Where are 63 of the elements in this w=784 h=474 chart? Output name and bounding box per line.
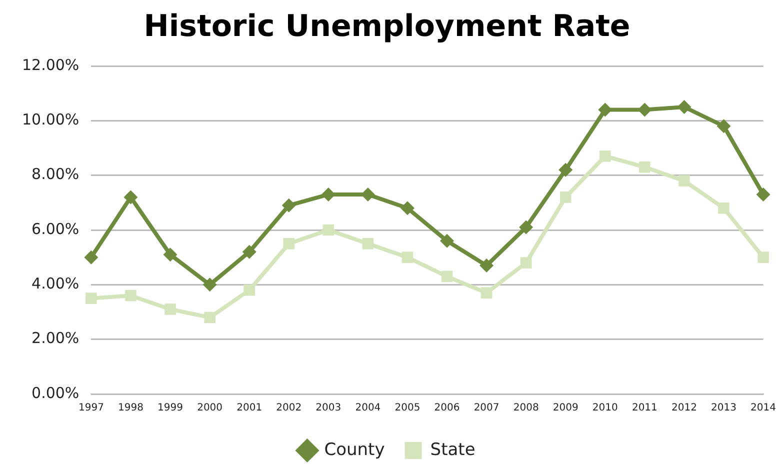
x-tick-label: 2008: [513, 402, 539, 414]
x-tick-label: 1997: [78, 402, 104, 414]
point: [84, 250, 98, 264]
y-tick-label: 8.00%: [32, 165, 80, 184]
legend-label: County: [324, 440, 385, 460]
point: [598, 102, 612, 117]
x-tick-label: 2004: [355, 402, 381, 414]
point: [321, 187, 336, 202]
x-tick-label: 2010: [592, 402, 618, 414]
point: [163, 248, 178, 262]
point: [202, 278, 217, 292]
point: [204, 312, 216, 324]
chart-title: Historic Unemployment Rate: [144, 8, 630, 44]
point: [440, 234, 454, 248]
point: [282, 198, 296, 212]
x-tick-label: 2014: [750, 402, 776, 414]
point: [677, 100, 692, 114]
point: [480, 258, 494, 273]
point: [558, 162, 573, 177]
x-tick-label: 2001: [236, 402, 262, 414]
x-tick-label: 2009: [552, 402, 578, 414]
x-tick-label: 2013: [711, 402, 736, 414]
point: [599, 150, 611, 162]
x-tick-label: 1998: [118, 402, 144, 414]
point: [242, 244, 256, 259]
point: [638, 102, 652, 117]
x-tick-label: 2006: [434, 402, 460, 414]
x-tick-label: 2000: [197, 402, 223, 414]
point: [400, 201, 414, 216]
point: [441, 270, 453, 282]
x-tick-label: 2003: [316, 402, 342, 414]
point: [480, 287, 492, 299]
point: [718, 202, 730, 214]
point: [560, 192, 572, 203]
point: [124, 190, 138, 204]
x-tick-label: 2007: [474, 402, 500, 414]
point: [362, 238, 374, 250]
point: [756, 187, 770, 202]
point: [678, 175, 690, 186]
y-tick-label: 2.00%: [32, 329, 80, 348]
point: [520, 257, 532, 268]
point: [716, 119, 731, 134]
point: [639, 161, 650, 173]
x-tick-label: 1999: [158, 402, 183, 414]
y-tick-label: 4.00%: [32, 274, 80, 293]
legend-label: State: [430, 440, 476, 460]
x-tick-label: 2002: [276, 402, 302, 414]
point: [519, 220, 534, 234]
point: [322, 224, 334, 236]
y-tick-label: 12.00%: [22, 56, 80, 74]
x-tick-label: 2005: [394, 402, 420, 414]
point: [244, 284, 255, 296]
y-tick-label: 0.00%: [32, 384, 80, 402]
point: [86, 292, 97, 304]
point: [125, 290, 136, 302]
point: [758, 252, 769, 263]
x-tick-label: 2012: [671, 402, 697, 414]
point: [402, 252, 414, 263]
y-tick-label: 10.00%: [22, 110, 80, 129]
point: [283, 238, 295, 250]
y-tick-label: 6.00%: [32, 220, 80, 238]
x-tick-label: 2011: [632, 402, 658, 414]
point: [164, 304, 176, 315]
